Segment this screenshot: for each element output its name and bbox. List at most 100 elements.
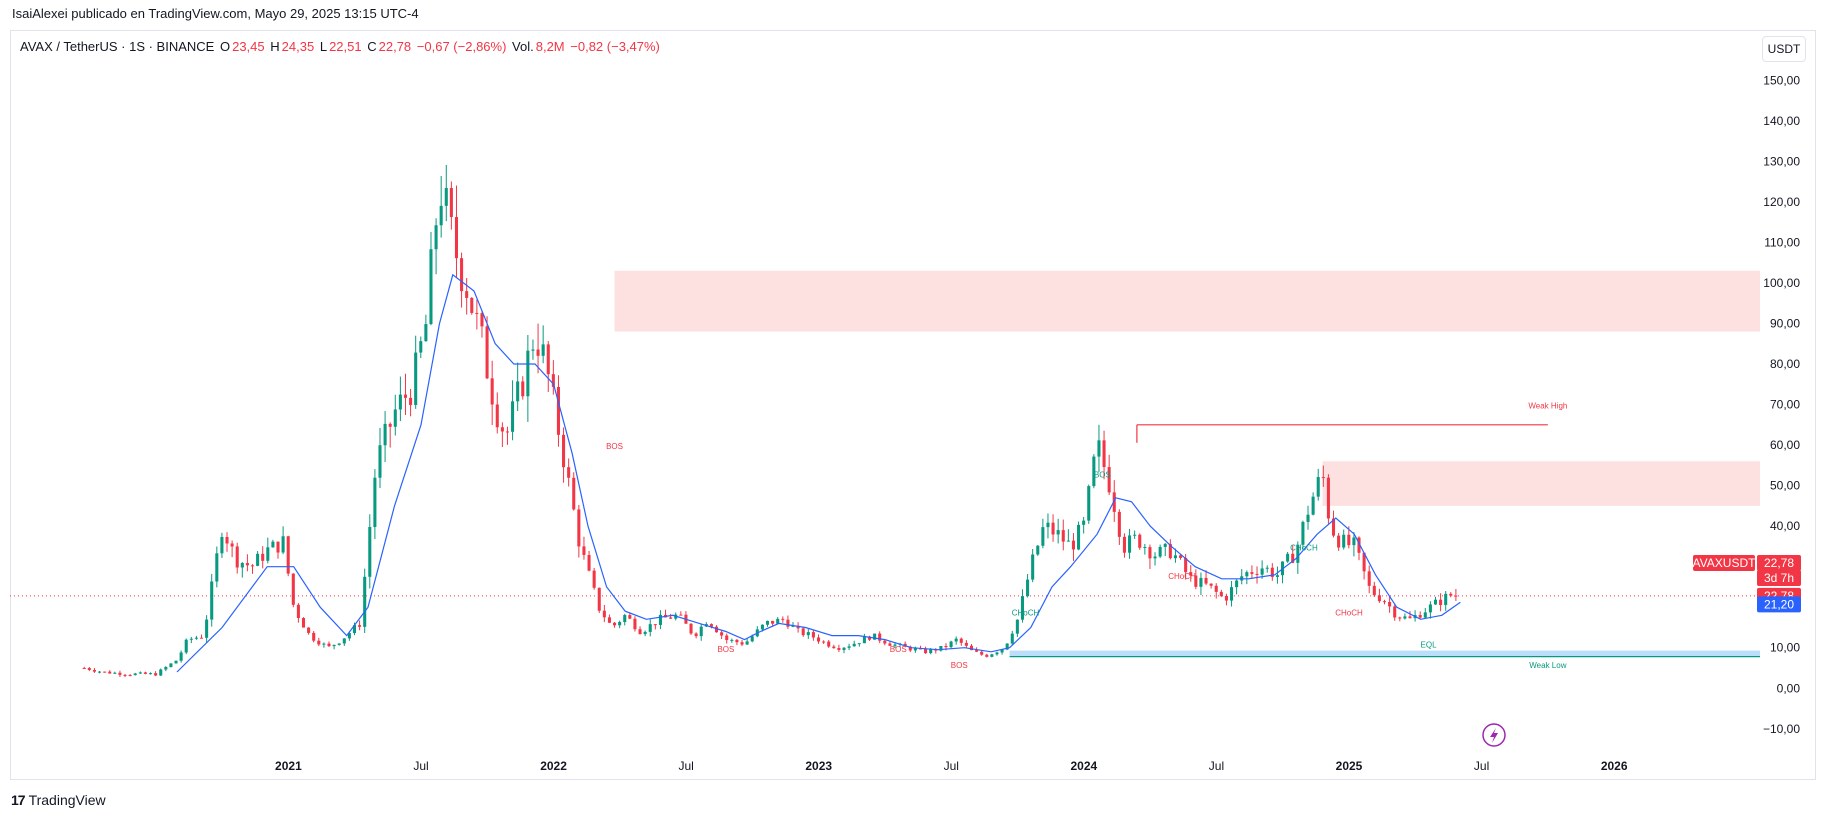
candle-body <box>174 660 178 664</box>
candle-body <box>1107 467 1111 493</box>
candle-body <box>1122 536 1126 553</box>
candle-body <box>572 477 576 510</box>
y-tick-label: 10,00 <box>1770 641 1800 655</box>
candle-body <box>307 627 311 633</box>
candle-body <box>383 423 387 446</box>
x-tick-label: 2025 <box>1336 759 1363 773</box>
candle-body <box>980 651 984 655</box>
candle-body <box>954 638 958 642</box>
candle-body <box>602 610 606 618</box>
y-tick-label: 70,00 <box>1770 398 1800 412</box>
candle-body <box>1031 554 1035 580</box>
candle-body <box>454 217 459 259</box>
candle-body <box>816 637 821 642</box>
ma-value-tag: 21,20 <box>1764 597 1794 611</box>
candle-body <box>592 570 596 588</box>
candle-body <box>1061 530 1065 542</box>
candle-body <box>1077 524 1081 550</box>
candle-body <box>944 645 948 648</box>
y-tick-label: 110,00 <box>1764 235 1800 249</box>
annotation-label: EQL <box>1421 641 1438 650</box>
candle-body <box>1036 545 1040 555</box>
candle-body <box>801 628 805 636</box>
symbol-title[interactable]: AVAX / TetherUS · 1S · BINANCE <box>20 39 215 54</box>
candle-body <box>1153 556 1157 559</box>
candle-body <box>862 636 866 644</box>
currency-button[interactable]: USDT <box>1762 36 1806 62</box>
brand[interactable]: 17 TradingView <box>11 792 106 808</box>
x-tick-label: 2023 <box>805 759 832 773</box>
candle-body <box>1184 557 1188 573</box>
y-tick-label: 130,00 <box>1763 154 1800 168</box>
countdown-tag: 3d 7h <box>1764 571 1794 585</box>
candle-body <box>256 553 260 566</box>
x-tick-label: Jul <box>1209 759 1224 773</box>
candle-body <box>1444 593 1448 606</box>
high-value: 24,35 <box>281 39 315 54</box>
y-tick-label: 60,00 <box>1770 438 1800 452</box>
candle-body <box>414 352 418 405</box>
candle-body <box>133 673 137 676</box>
candle-body <box>347 633 351 639</box>
candle-body <box>929 649 933 654</box>
candle-body <box>1117 511 1121 537</box>
candle-body <box>536 349 540 356</box>
candle-body <box>1326 477 1330 519</box>
candle-body <box>832 646 836 649</box>
candle-body <box>852 643 856 647</box>
annotation-label: BOS <box>717 645 734 654</box>
candle-body <box>113 672 117 674</box>
candle-body <box>159 669 163 676</box>
countdown-tag-bg <box>1757 570 1801 586</box>
moving-average-line <box>176 273 1461 673</box>
candle-body <box>1015 619 1019 634</box>
candle-body <box>286 536 290 574</box>
candle-body <box>531 349 535 351</box>
candle-body <box>1398 617 1402 619</box>
candle-body <box>296 604 300 619</box>
x-tick-label: Jul <box>944 759 959 773</box>
candle-body <box>189 638 193 640</box>
candle-body <box>1449 593 1453 596</box>
candle-body <box>1051 522 1055 535</box>
y-tick-label: 140,00 <box>1763 114 1800 128</box>
candle-body <box>786 619 790 627</box>
candle-body <box>694 633 698 637</box>
annotation-label: CHoCH <box>1012 608 1040 617</box>
candle-body <box>490 378 494 405</box>
candle-body <box>1260 568 1264 575</box>
y-tick-label: 0,00 <box>1777 681 1801 695</box>
y-tick-label: 120,00 <box>1763 195 1800 209</box>
candle-body <box>184 639 188 653</box>
candle-body <box>215 553 219 582</box>
candle-body <box>811 632 815 638</box>
candle-body <box>526 350 530 397</box>
candle-body <box>995 652 999 655</box>
candle-body <box>327 643 331 647</box>
candle-body <box>653 624 657 626</box>
candle-body <box>1382 601 1387 603</box>
candle-body <box>363 576 367 627</box>
candle-body <box>434 225 438 250</box>
candle-body <box>87 668 91 670</box>
open-label: O <box>219 39 231 54</box>
candle-body <box>699 626 703 637</box>
lightning-icon[interactable] <box>1482 723 1506 747</box>
x-tick-label: 2024 <box>1071 759 1098 773</box>
candle-body <box>730 639 734 641</box>
candle-body <box>1209 583 1213 586</box>
candle-body <box>205 619 209 638</box>
candle-body <box>1026 579 1030 597</box>
candle-body <box>1347 534 1351 546</box>
candle-body <box>924 648 928 654</box>
y-tick-label: 90,00 <box>1770 316 1800 330</box>
candle-body <box>149 673 153 675</box>
candle-body <box>1168 543 1172 559</box>
candle-body <box>424 324 428 342</box>
candle-body <box>1179 555 1183 558</box>
candle-body <box>628 615 632 619</box>
candle-body <box>1133 534 1137 536</box>
candle-body <box>82 667 86 669</box>
